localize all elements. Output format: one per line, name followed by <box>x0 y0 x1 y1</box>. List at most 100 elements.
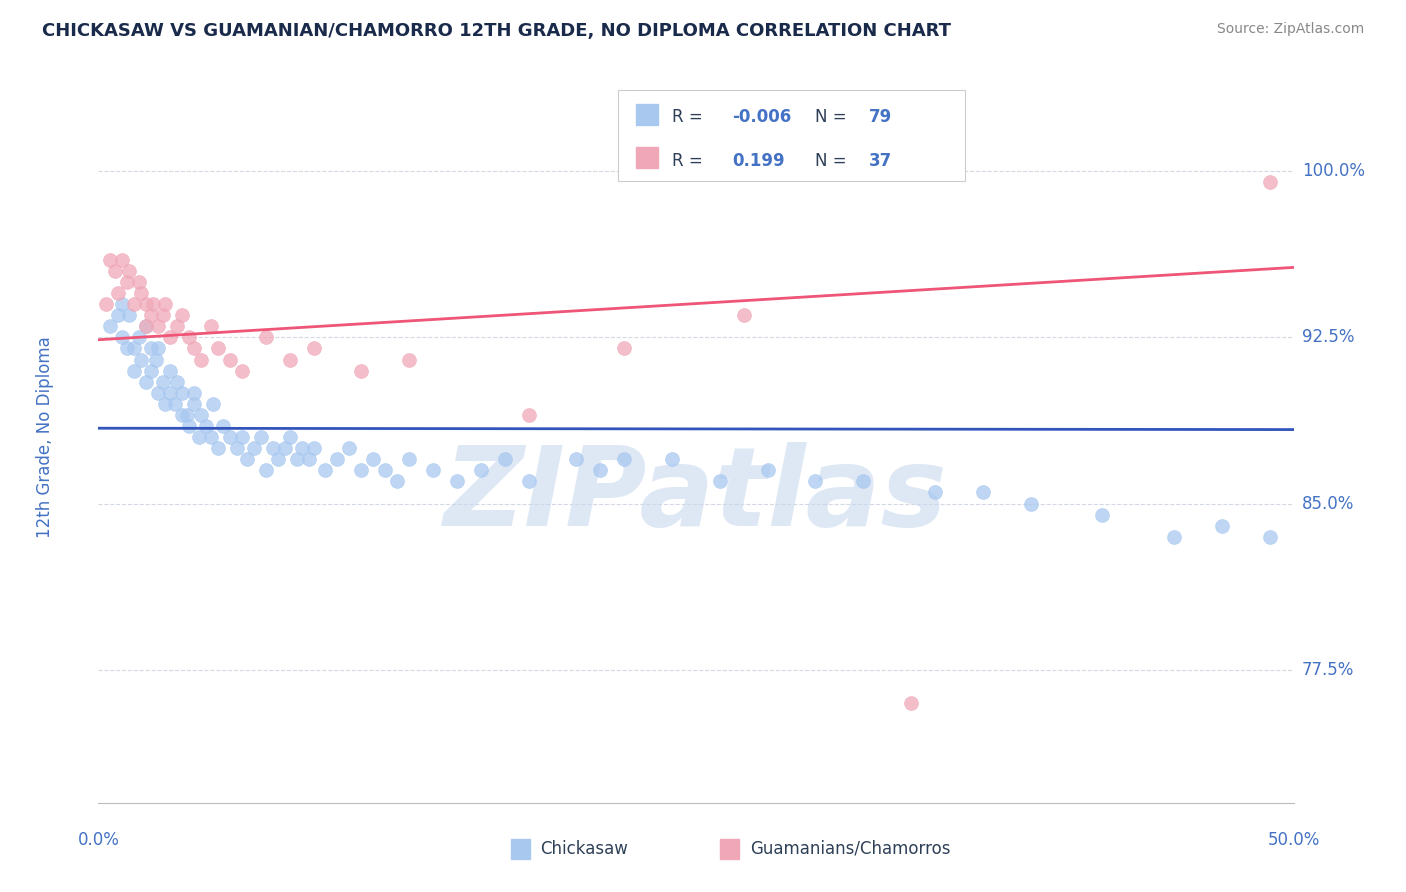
Point <box>111 297 134 311</box>
Point <box>470 463 492 477</box>
Point <box>267 452 290 467</box>
Point <box>163 397 186 411</box>
Point <box>274 441 297 455</box>
Text: Guamanians/Chamorros: Guamanians/Chamorros <box>749 840 950 858</box>
Point <box>152 308 174 322</box>
FancyBboxPatch shape <box>510 838 530 859</box>
Point <box>155 397 177 411</box>
Point <box>131 352 153 367</box>
Point <box>139 308 162 322</box>
FancyBboxPatch shape <box>637 147 658 168</box>
Point <box>1258 530 1281 544</box>
Point <box>315 463 337 477</box>
Text: 100.0%: 100.0% <box>1302 162 1365 180</box>
Point <box>231 363 253 377</box>
Point <box>1091 508 1114 522</box>
Point <box>1163 530 1185 544</box>
Point <box>285 452 308 467</box>
Point <box>422 463 444 477</box>
Point <box>152 375 174 389</box>
Point <box>172 308 194 322</box>
Text: 79: 79 <box>869 109 893 127</box>
Point <box>142 297 165 311</box>
Point <box>202 397 225 411</box>
FancyBboxPatch shape <box>720 838 740 859</box>
Point <box>148 319 170 334</box>
Point <box>278 352 301 367</box>
Point <box>135 375 157 389</box>
FancyBboxPatch shape <box>637 104 658 125</box>
Point <box>183 342 205 356</box>
Text: ZIPatlas: ZIPatlas <box>444 442 948 549</box>
Point <box>613 342 636 356</box>
Point <box>211 419 233 434</box>
Point <box>219 352 242 367</box>
Point <box>179 419 201 434</box>
Point <box>298 452 321 467</box>
Point <box>128 330 150 344</box>
Point <box>262 441 284 455</box>
Text: 77.5%: 77.5% <box>1302 661 1354 679</box>
Point <box>589 463 612 477</box>
Point <box>190 352 212 367</box>
Point <box>494 452 516 467</box>
Point <box>124 342 146 356</box>
Point <box>118 308 141 322</box>
Point <box>94 297 117 311</box>
Point <box>98 252 122 267</box>
Point <box>111 252 134 267</box>
Point <box>350 363 373 377</box>
Point <box>115 275 138 289</box>
Text: -0.006: -0.006 <box>733 109 792 127</box>
Point <box>139 363 162 377</box>
Point <box>852 475 875 489</box>
Point <box>339 441 361 455</box>
Point <box>135 319 157 334</box>
Text: CHICKASAW VS GUAMANIAN/CHAMORRO 12TH GRADE, NO DIPLOMA CORRELATION CHART: CHICKASAW VS GUAMANIAN/CHAMORRO 12TH GRA… <box>42 22 952 40</box>
Text: N =: N = <box>815 109 852 127</box>
Point <box>804 475 827 489</box>
Point <box>398 352 420 367</box>
Point <box>565 452 588 467</box>
Point <box>278 430 301 444</box>
Point <box>111 330 134 344</box>
Point <box>115 342 138 356</box>
Point <box>159 330 181 344</box>
Point <box>661 452 683 467</box>
FancyBboxPatch shape <box>619 90 965 181</box>
Text: 50.0%: 50.0% <box>1267 830 1320 848</box>
Point <box>756 463 779 477</box>
Point <box>226 441 249 455</box>
Text: Chickasaw: Chickasaw <box>541 840 628 858</box>
Point <box>302 342 325 356</box>
Point <box>190 408 212 422</box>
Point <box>148 385 170 400</box>
Point <box>250 430 273 444</box>
Text: 85.0%: 85.0% <box>1302 494 1354 513</box>
Point <box>243 441 266 455</box>
Point <box>517 408 540 422</box>
Point <box>124 363 146 377</box>
Point <box>159 385 181 400</box>
Text: R =: R = <box>672 109 709 127</box>
Point <box>363 452 385 467</box>
Point <box>326 452 349 467</box>
Point <box>104 264 127 278</box>
Point <box>200 319 222 334</box>
Point <box>1258 175 1281 189</box>
Point <box>231 430 253 444</box>
Point <box>107 285 129 300</box>
Text: 12th Grade, No Diploma: 12th Grade, No Diploma <box>35 336 53 538</box>
Point <box>166 319 188 334</box>
Point <box>900 696 922 710</box>
Point <box>254 463 277 477</box>
Text: 37: 37 <box>869 152 893 169</box>
Point <box>139 342 162 356</box>
Point <box>124 297 146 311</box>
Text: 0.0%: 0.0% <box>77 830 120 848</box>
Point <box>135 297 157 311</box>
Point <box>235 452 257 467</box>
Point <box>195 419 218 434</box>
Point <box>179 330 201 344</box>
Point <box>155 297 177 311</box>
